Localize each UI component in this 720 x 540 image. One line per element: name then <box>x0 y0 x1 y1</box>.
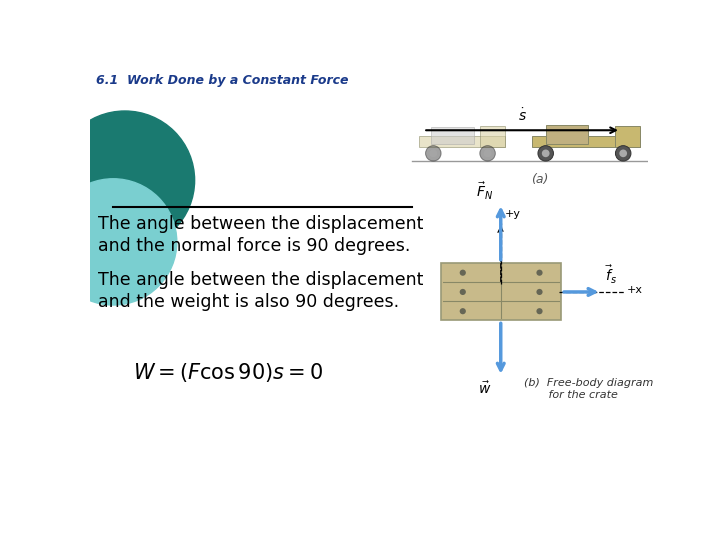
Text: (a): (a) <box>531 173 548 186</box>
Circle shape <box>536 308 543 314</box>
Circle shape <box>536 289 543 295</box>
Text: The angle between the displacement: The angle between the displacement <box>98 271 423 289</box>
Text: +x: +x <box>627 286 643 295</box>
Text: and the normal force is 90 degrees.: and the normal force is 90 degrees. <box>98 237 410 255</box>
Circle shape <box>619 150 627 157</box>
Text: $\vec{F}_N$: $\vec{F}_N$ <box>476 181 493 202</box>
Circle shape <box>459 269 466 276</box>
Circle shape <box>55 111 194 249</box>
Bar <box>431 127 474 144</box>
Text: $\vec{w}$: $\vec{w}$ <box>478 381 492 397</box>
Circle shape <box>426 146 441 161</box>
Text: The angle between the displacement: The angle between the displacement <box>98 215 423 233</box>
Bar <box>616 126 640 147</box>
Bar <box>532 137 640 147</box>
Text: +y: +y <box>505 209 521 219</box>
Circle shape <box>484 150 492 157</box>
Text: (b)  Free-body diagram
       for the crate: (b) Free-body diagram for the crate <box>524 378 653 400</box>
Text: and the weight is also 90 degrees.: and the weight is also 90 degrees. <box>98 294 399 312</box>
Circle shape <box>616 146 631 161</box>
Text: $W = \left(F\cos 90\right)s = 0$: $W = \left(F\cos 90\right)s = 0$ <box>132 361 323 384</box>
Bar <box>441 262 561 320</box>
Text: 6.1  Work Done by a Constant Force: 6.1 Work Done by a Constant Force <box>96 74 348 87</box>
Circle shape <box>50 179 177 305</box>
Circle shape <box>536 269 543 276</box>
Text: $\dot{s}$: $\dot{s}$ <box>518 107 527 124</box>
Bar <box>546 125 588 144</box>
Circle shape <box>459 308 466 314</box>
Circle shape <box>459 289 466 295</box>
Text: $\vec{f}_s$: $\vec{f}_s$ <box>606 264 617 286</box>
Bar <box>480 126 505 147</box>
Bar <box>419 137 505 147</box>
Circle shape <box>429 150 437 157</box>
Circle shape <box>538 146 554 161</box>
Circle shape <box>542 150 549 157</box>
Circle shape <box>480 146 495 161</box>
